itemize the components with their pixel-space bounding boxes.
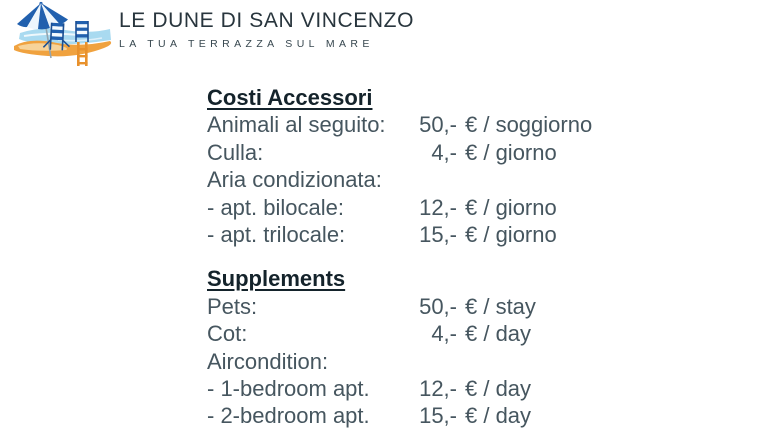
price-amount: 12,- (419, 376, 457, 402)
price-unit: € / giorno (465, 194, 557, 220)
section-heading: Supplements (207, 266, 346, 292)
price-amount (413, 348, 457, 375)
price-amount: 4,- (431, 139, 457, 165)
pricing-row: - 2-bedroom apt. 15,- € / day (207, 402, 592, 429)
price-unit: € / giorno (465, 222, 557, 248)
price-amount: 15,- (419, 403, 457, 429)
row-label: Cot: (207, 321, 248, 347)
price-amount: 50,- (419, 112, 457, 138)
price-unit: € / day (465, 403, 532, 429)
section-costi-accessori: Costi Accessori Animali al seguito: 50,-… (207, 84, 592, 248)
price-amount: 4,- (431, 321, 457, 347)
row-label: Aircondition: (207, 348, 329, 374)
price-amount: 50,- (419, 293, 457, 319)
brand-title: LE DUNE DI SAN VINCENZO (119, 9, 415, 32)
row-label: - apt. trilocale: (207, 222, 346, 248)
section-supplements: Supplements Pets: 50,- € / stay Cot: 4,-… (207, 265, 592, 429)
price-unit: € / soggiorno (465, 112, 593, 138)
row-label: Pets: (207, 293, 258, 319)
pricing-content: Costi Accessori Animali al seguito: 50,-… (207, 84, 592, 430)
row-label: Aria condizionata: (207, 167, 382, 193)
price-unit: € / stay (465, 293, 536, 319)
pricing-row: Cot: 4,- € / day (207, 320, 592, 347)
pricing-row: Culla: 4,- € / giorno (207, 139, 592, 166)
pricing-row: Aria condizionata: (207, 166, 592, 193)
price-unit: € / day (465, 321, 532, 347)
price-amount: 15,- (419, 222, 457, 248)
price-unit: € / day (465, 376, 532, 402)
price-amount (413, 166, 457, 193)
row-label: - 1-bedroom apt. (207, 376, 370, 402)
pricing-row: - apt. trilocale: 15,- € / giorno (207, 221, 592, 248)
brand-text: LE DUNE DI SAN VINCENZO LA TUA TERRAZZA … (119, 9, 414, 50)
row-label: - 2-bedroom apt. (207, 403, 370, 429)
pricing-row: - 1-bedroom apt. 12,- € / day (207, 375, 592, 402)
row-label: - apt. bilocale: (207, 194, 344, 220)
price-amount: 12,- (419, 194, 457, 220)
row-label: Culla: (207, 139, 264, 165)
brand-tagline: LA TUA TERRAZZA SUL MARE (119, 38, 374, 50)
row-label: Animali al seguito: (207, 112, 386, 138)
brand-header: LE DUNE DI SAN VINCENZO LA TUA TERRAZZA … (10, 0, 414, 68)
price-unit: € / giorno (465, 139, 557, 165)
pricing-row: Aircondition: (207, 348, 592, 375)
pricing-row: Animali al seguito: 50,- € / soggiorno (207, 111, 592, 138)
pricing-row: - apt. bilocale: 12,- € / giorno (207, 194, 592, 221)
beach-umbrella-chairs-icon (14, 1, 112, 66)
pricing-row: Pets: 50,- € / stay (207, 293, 592, 320)
section-heading: Costi Accessori (207, 85, 373, 110)
